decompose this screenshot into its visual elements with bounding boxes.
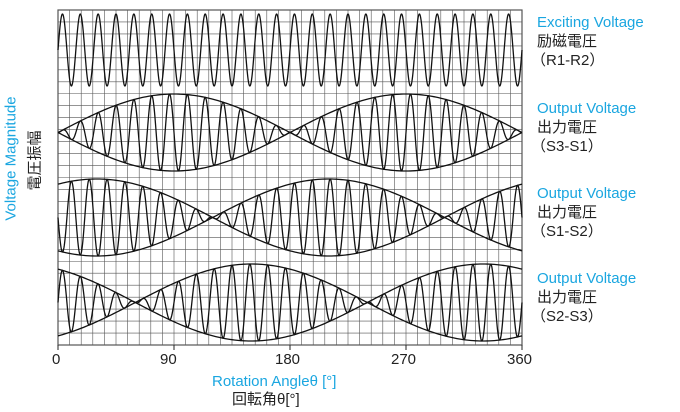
x-axis-label-ja: 回転角θ[°] xyxy=(232,391,300,408)
x-tick-label: 90 xyxy=(160,351,177,368)
series-label: Output Voltage xyxy=(537,185,637,202)
series-label-ja: 励磁電圧 xyxy=(537,33,598,50)
series-line xyxy=(57,13,523,87)
series-label-ja: 出力電圧 xyxy=(537,119,598,136)
series-label: Output Voltage xyxy=(537,270,637,287)
series-terminals: （S3-S1） xyxy=(531,138,603,155)
series-terminals: （R1-R2） xyxy=(531,52,605,69)
series-envelope xyxy=(57,178,523,257)
series-terminals: （S1-S2） xyxy=(531,223,603,240)
series-label: Output Voltage xyxy=(537,100,637,117)
series-label-ja: 出力電圧 xyxy=(537,204,598,221)
y-axis-label-ja: 電圧振幅 xyxy=(26,130,44,191)
waveform-traces xyxy=(57,13,523,342)
series-terminals: （S2-S3） xyxy=(531,308,603,325)
x-tick-label: 180 xyxy=(275,351,301,368)
series-label-ja: 出力電圧 xyxy=(537,289,598,306)
series-envelope xyxy=(57,93,523,172)
series-label: Exciting Voltage xyxy=(537,14,644,31)
x-tick-label: 270 xyxy=(391,351,417,368)
chart-grid xyxy=(57,9,523,350)
x-tick-label: 0 xyxy=(52,351,61,368)
x-tick-label: 360 xyxy=(507,351,533,368)
y-axis-label: Voltage Magnitude xyxy=(2,96,20,221)
x-axis-label: Rotation Angleθ [°] xyxy=(212,373,337,390)
series-envelope xyxy=(57,263,523,342)
